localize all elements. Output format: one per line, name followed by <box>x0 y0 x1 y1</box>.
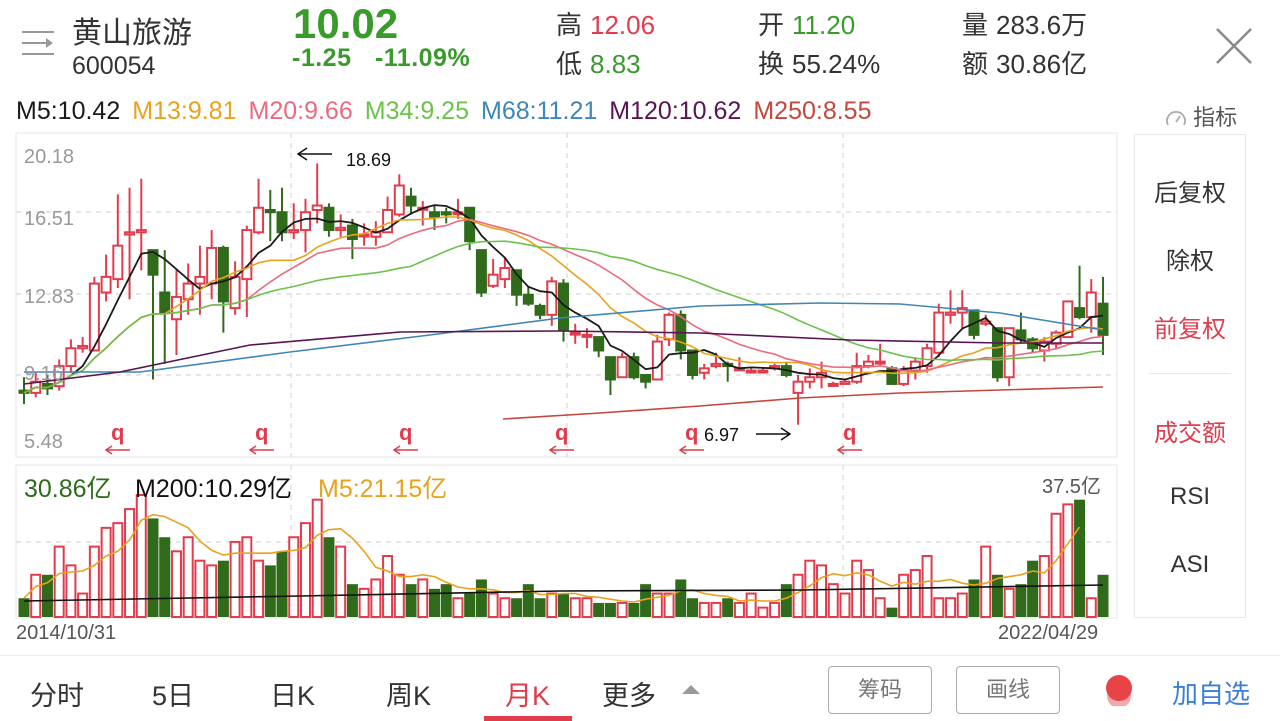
volume-m5: M5:21.15亿 <box>318 475 447 503</box>
end-date: 2022/04/29 <box>998 622 1098 644</box>
svg-text:q: q <box>555 420 568 445</box>
min-annotation: 6.97 <box>704 425 792 445</box>
svg-text:6.97: 6.97 <box>704 425 739 445</box>
side-item-rsi[interactable]: RSI <box>1169 483 1210 510</box>
ytick-20.18: 20.18 <box>24 146 74 168</box>
ytick-9.16: 9.16 <box>24 363 63 385</box>
svg-text:q: q <box>843 420 856 445</box>
svg-text:q: q <box>255 420 268 445</box>
side-item-back-adjusted[interactable]: 后复权 <box>1154 180 1226 207</box>
tab-more[interactable]: 更多 <box>602 681 656 711</box>
stock-name: 黄山旅游 <box>72 17 192 50</box>
active-tab-underline <box>484 716 572 721</box>
volume-max-label: 37.5亿 <box>1042 475 1101 498</box>
chips-button[interactable]: 筹码 <box>828 666 932 714</box>
stat-open: 开 11.20 <box>758 10 856 40</box>
record-dot-icon[interactable] <box>1104 672 1134 706</box>
close-button[interactable] <box>1214 26 1254 66</box>
ytick-16.51: 16.51 <box>24 208 74 230</box>
price-change: -1.25 -11.09% <box>292 44 470 73</box>
svg-text:q: q <box>111 420 124 445</box>
volume-ma-lines <box>23 513 1104 603</box>
tab-daily-k[interactable]: 日K <box>270 681 316 711</box>
ytick-5.48: 5.48 <box>24 431 63 453</box>
volume-current: 30.86亿 <box>24 475 112 503</box>
stock-code: 600054 <box>72 52 156 80</box>
ma13-label: M13:9.81 <box>132 97 237 125</box>
ma68-label: M68:11.21 <box>481 97 598 125</box>
tab-monthly-k[interactable]: 月K <box>505 681 551 711</box>
change-percent: -11.09% <box>374 44 471 72</box>
kline-chart[interactable]: 20.18 16.51 12.83 9.16 5.48 18.69 6.97 q… <box>0 0 1130 650</box>
max-annotation: 18.69 <box>296 147 391 170</box>
change-amount: -1.25 <box>292 44 352 72</box>
svg-text:q: q <box>685 420 698 445</box>
side-item-ex-rights[interactable]: 除权 <box>1166 248 1214 275</box>
stat-high: 高 12.06 <box>556 10 656 40</box>
stat-low: 低 8.83 <box>556 49 641 79</box>
ma34-label: M34:9.25 <box>364 97 469 125</box>
indicator-button[interactable]: 指标 <box>1165 100 1237 132</box>
side-item-asi[interactable]: ASI <box>1170 551 1210 578</box>
menu-arrow-icon <box>22 31 54 55</box>
add-to-watchlist-button[interactable]: 加自选 <box>1172 679 1251 709</box>
side-panel: 后复权 除权 前复权 成交额 RSI ASI <box>1134 134 1246 618</box>
caret-up-icon[interactable] <box>682 685 700 694</box>
stat-turnover: 换 55.24% <box>758 49 881 79</box>
moving-average-lines <box>23 204 1104 420</box>
draw-line-button[interactable]: 画线 <box>956 666 1060 714</box>
close-icon <box>1216 28 1252 64</box>
tab-weekly-k[interactable]: 周K <box>386 681 432 711</box>
ma-legend: M5:10.42 M13:9.81 M20:9.66 M34:9.25 M68:11.2… <box>16 97 883 126</box>
bottom-toolbar: 分时 5日 日K 周K 月K 更多 筹码 画线 加自选 <box>0 655 1280 721</box>
tab-5day[interactable]: 5日 <box>152 681 195 711</box>
svg-text:q: q <box>399 420 412 445</box>
svg-text:18.69: 18.69 <box>346 150 391 170</box>
side-item-amount[interactable]: 成交额 <box>1154 420 1226 447</box>
ma5-label: M5:10.42 <box>16 97 121 125</box>
volume-bars <box>18 494 1109 619</box>
ma250-label: M250:8.55 <box>753 97 872 125</box>
stat-amount: 额 30.86亿 <box>962 49 1088 79</box>
ma120-label: M120:10.62 <box>609 97 742 125</box>
menu-button[interactable] <box>22 28 56 58</box>
side-item-forward-adjusted[interactable]: 前复权 <box>1154 316 1226 343</box>
side-divider <box>1149 373 1231 374</box>
volume-grid <box>16 465 1117 618</box>
ytick-12.83: 12.83 <box>24 286 74 308</box>
current-price: 10.02 <box>293 0 399 47</box>
stat-volume: 量 283.6万 <box>962 10 1088 40</box>
start-date: 2014/10/31 <box>16 622 116 644</box>
candlesticks <box>18 163 1109 425</box>
gauge-icon <box>1166 111 1186 126</box>
tab-intraday[interactable]: 分时 <box>30 681 84 711</box>
volume-m200: M200:10.29亿 <box>135 475 292 503</box>
ma20-label: M20:9.66 <box>248 97 353 125</box>
